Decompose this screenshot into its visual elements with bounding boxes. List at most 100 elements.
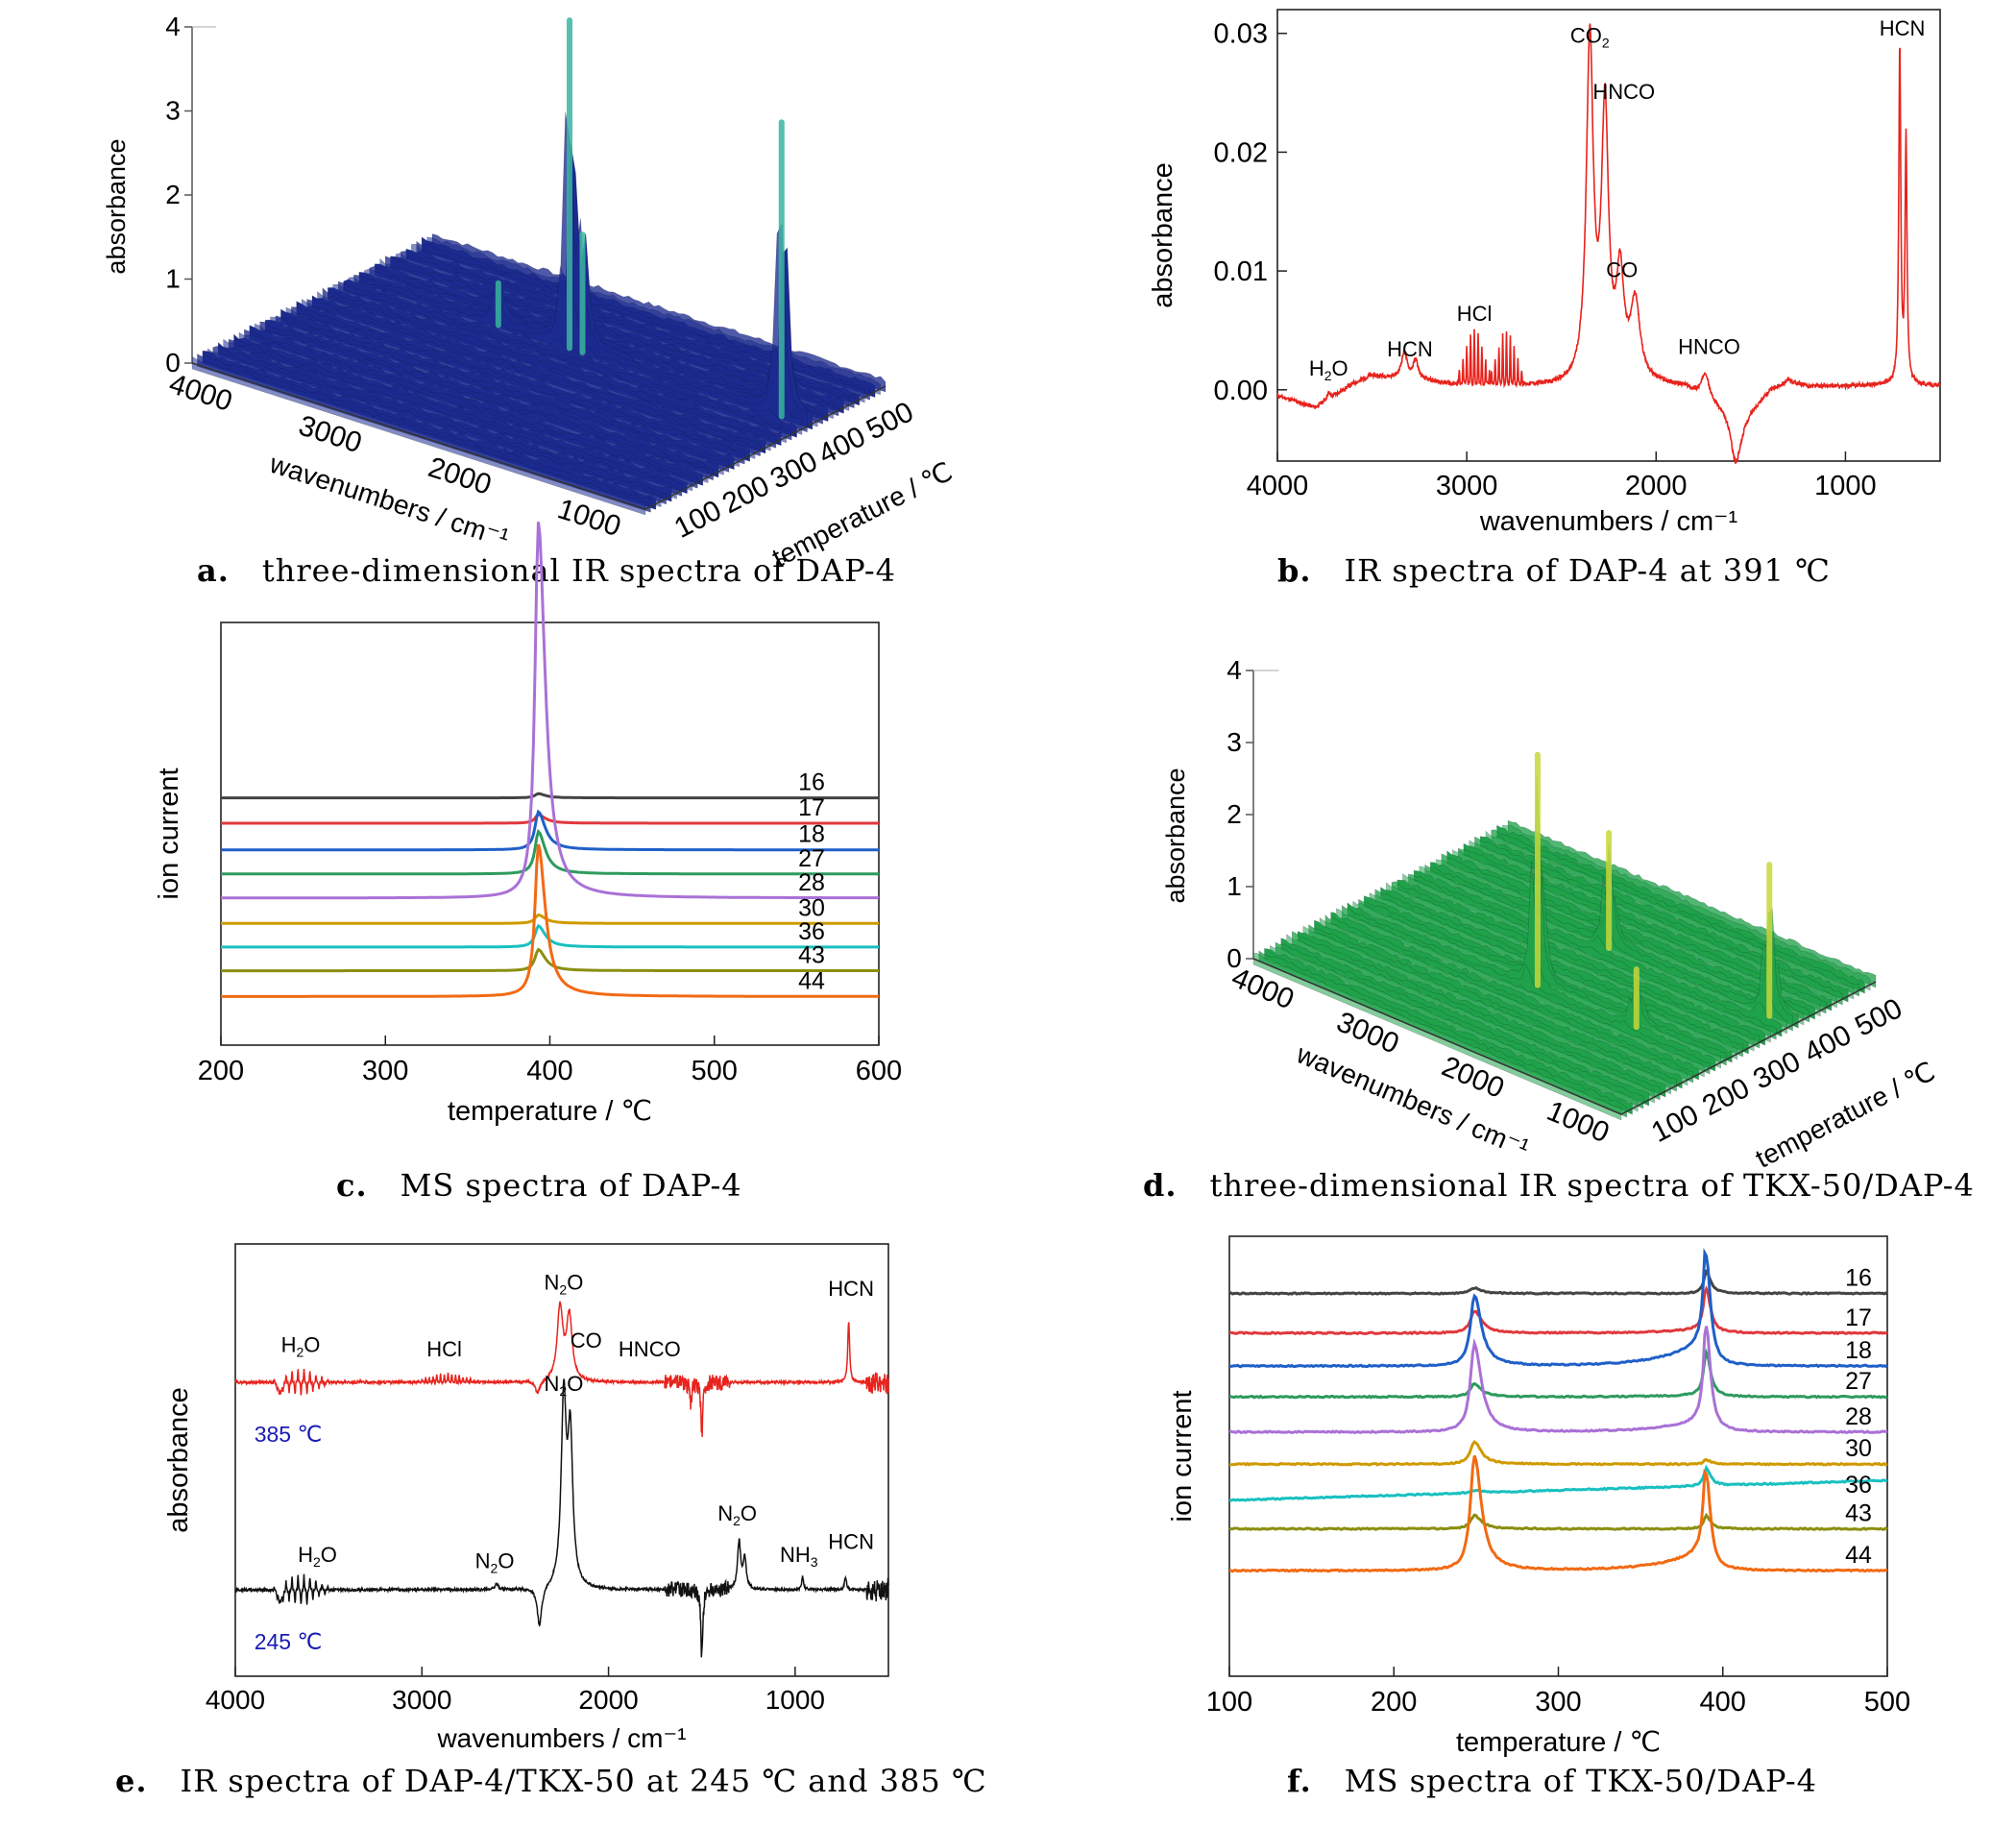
series-line-44 xyxy=(221,843,879,998)
x-tick-label: 300 xyxy=(1535,1687,1581,1718)
peak-annotation: HNCO xyxy=(1678,335,1740,359)
x-axis-label: temperature / ℃ xyxy=(448,1096,652,1127)
z-axis-label: absorbance xyxy=(102,138,131,274)
peak-annotation: HNCO xyxy=(619,1337,681,1361)
series-label: 16 xyxy=(798,769,825,796)
z-axis-label: absorbance xyxy=(1161,768,1190,903)
series-line xyxy=(234,1378,889,1658)
y-tick-label: 300 xyxy=(765,445,823,495)
peak-annotation: H2O xyxy=(1309,356,1348,383)
series-line-30 xyxy=(1228,1440,1888,1467)
peak-annotation: H2O xyxy=(298,1543,337,1570)
peak-annotation: HCN xyxy=(1880,16,1926,40)
peak-annotation: HCN xyxy=(1387,337,1433,361)
caption-c: c. MS spectra of DAP-4 xyxy=(336,1167,742,1204)
z-tick-label: 4 xyxy=(1227,655,1242,685)
y-tick-label: 100 xyxy=(669,495,727,545)
caption-c-letter: c. xyxy=(336,1167,368,1204)
x-axis-label: temperature / ℃ xyxy=(1456,1727,1661,1758)
x-tick-label: 500 xyxy=(692,1056,738,1086)
series-label: 30 xyxy=(1845,1435,1872,1462)
x-tick-label: 300 xyxy=(362,1056,408,1086)
y-tick-label: 200 xyxy=(717,470,775,520)
chart-b-ir-spectrum: 4000 3000 2000 1000 0.00 0.01 0.02 0.03 wavenumb… xyxy=(1148,9,1941,537)
z-tick-label: 1 xyxy=(165,264,181,294)
peak-annotation: CO xyxy=(571,1328,602,1353)
series-line xyxy=(234,1301,889,1437)
series-line-44 xyxy=(1228,1455,1888,1573)
caption-a-text: three-dimensional IR spectra of DAP-4 xyxy=(261,552,897,589)
chart-c-ms-spectra: 200 300 400 500 600 temperature / ℃ ion curren… xyxy=(154,522,902,1127)
peak-annotation: HCN xyxy=(828,1529,874,1553)
series-label: 44 xyxy=(798,967,825,994)
y-axis-label: ion current xyxy=(154,768,184,899)
peak-annotation: N2O xyxy=(475,1549,515,1576)
y-axis-label: ion current xyxy=(1167,1390,1198,1522)
caption-a: a. three-dimensional IR spectra of DAP-4 xyxy=(197,552,896,589)
y-tick-label: 300 xyxy=(1748,1045,1806,1095)
peak-annotation: N2O xyxy=(545,1372,584,1399)
series-line-17 xyxy=(1228,1285,1888,1336)
series-line-28 xyxy=(221,522,880,900)
chart-e-ir-spectra: 4000 3000 2000 1000 wavenumbers / cm⁻¹ absorb… xyxy=(163,1243,889,1753)
peak-annotation: CO2 xyxy=(1570,24,1610,51)
z-tick-label: 0 xyxy=(165,348,181,378)
z-tick-label: 2 xyxy=(1227,799,1242,829)
peak-annotation: HNCO xyxy=(1592,80,1655,104)
y-tick-label: 100 xyxy=(1646,1099,1704,1149)
caption-a-letter: a. xyxy=(197,552,230,589)
plot-area: 01234absorbance4000300020001000wavenumbe… xyxy=(102,12,957,573)
series-label: 245 ℃ xyxy=(255,1629,323,1654)
caption-e-letter: e. xyxy=(115,1763,148,1799)
x-tick-label: 400 xyxy=(1700,1687,1746,1718)
panel-a-3d-ir-dap4: 0 1 2 3 4 absorbance 4000 3000 2000 1000 wavenumbe… xyxy=(0,0,960,573)
chart-d-surface: 01234absorbance4000300020001000wavenumbe… xyxy=(1161,655,1940,1174)
x-tick-label: 3000 xyxy=(392,1685,451,1715)
surface-strip xyxy=(358,142,814,430)
z-tick-label: 0 xyxy=(1227,943,1242,973)
y-tick-label: 0.03 xyxy=(1214,19,1268,50)
chart-f-ms-spectra: 100 200 300 400 500 temperature / ℃ ion curren… xyxy=(1167,1235,1910,1758)
panel-b-ir-dap4-391: 4000 3000 2000 1000 0.00 0.01 0.02 0.03 wavenumb… xyxy=(1105,0,2016,557)
peak-annotation: N2O xyxy=(545,1270,584,1297)
x-axis xyxy=(1252,958,1622,1115)
peak-annotation: NH3 xyxy=(780,1543,818,1570)
plot-area: 4000 3000 2000 1000 0.00 0.01 0.02 0.03 wavenumb… xyxy=(1148,9,1941,537)
series-line-27 xyxy=(1228,1348,1888,1400)
y-axis xyxy=(1620,981,1877,1115)
x-axis-label: wavenumbers / cm⁻¹ xyxy=(1479,506,1738,537)
series-label: 18 xyxy=(1845,1337,1872,1364)
series-label: 36 xyxy=(798,918,825,945)
series-label: 36 xyxy=(1845,1472,1872,1499)
series-label: 17 xyxy=(798,794,825,821)
series-label: 27 xyxy=(798,845,825,872)
series-line-28 xyxy=(1228,1326,1887,1435)
series-label: 43 xyxy=(798,942,825,969)
x-tick-label: 200 xyxy=(198,1056,244,1086)
series-label: 18 xyxy=(798,821,825,848)
series-line-16 xyxy=(221,792,879,800)
y-tick-label: 400 xyxy=(814,421,871,471)
x-tick-label: 500 xyxy=(1864,1687,1910,1718)
caption-d-letter: d. xyxy=(1143,1167,1178,1204)
peak-annotation: HCl xyxy=(426,1337,462,1361)
x-tick-label: 1000 xyxy=(1814,471,1877,501)
plot-area: 01234absorbance4000300020001000wavenumbe… xyxy=(1161,655,1940,1174)
z-tick-label: 4 xyxy=(165,12,181,41)
series-label: 28 xyxy=(1845,1403,1872,1430)
x-tick-label: 4000 xyxy=(206,1685,265,1715)
chart-a-surface: 01234absorbance4000300020001000wavenumbe… xyxy=(102,12,957,573)
x-tick-label: 600 xyxy=(856,1056,902,1086)
x-tick-label: 200 xyxy=(1371,1687,1417,1718)
x-tick-label: 1000 xyxy=(765,1685,825,1715)
y-tick-label: 0.02 xyxy=(1214,137,1268,168)
caption-f: f. MS spectra of TKX-50/DAP-4 xyxy=(1287,1763,1817,1799)
series-label: 43 xyxy=(1845,1500,1872,1527)
x-tick-label: 100 xyxy=(1206,1687,1252,1718)
plot-frame xyxy=(220,622,880,1046)
plot-frame xyxy=(1276,9,1941,462)
series-line-27 xyxy=(221,828,879,876)
x-tick-label: 2000 xyxy=(578,1685,638,1715)
caption-c-text: MS spectra of DAP-4 xyxy=(400,1167,742,1204)
series-label: 27 xyxy=(1845,1368,1872,1395)
